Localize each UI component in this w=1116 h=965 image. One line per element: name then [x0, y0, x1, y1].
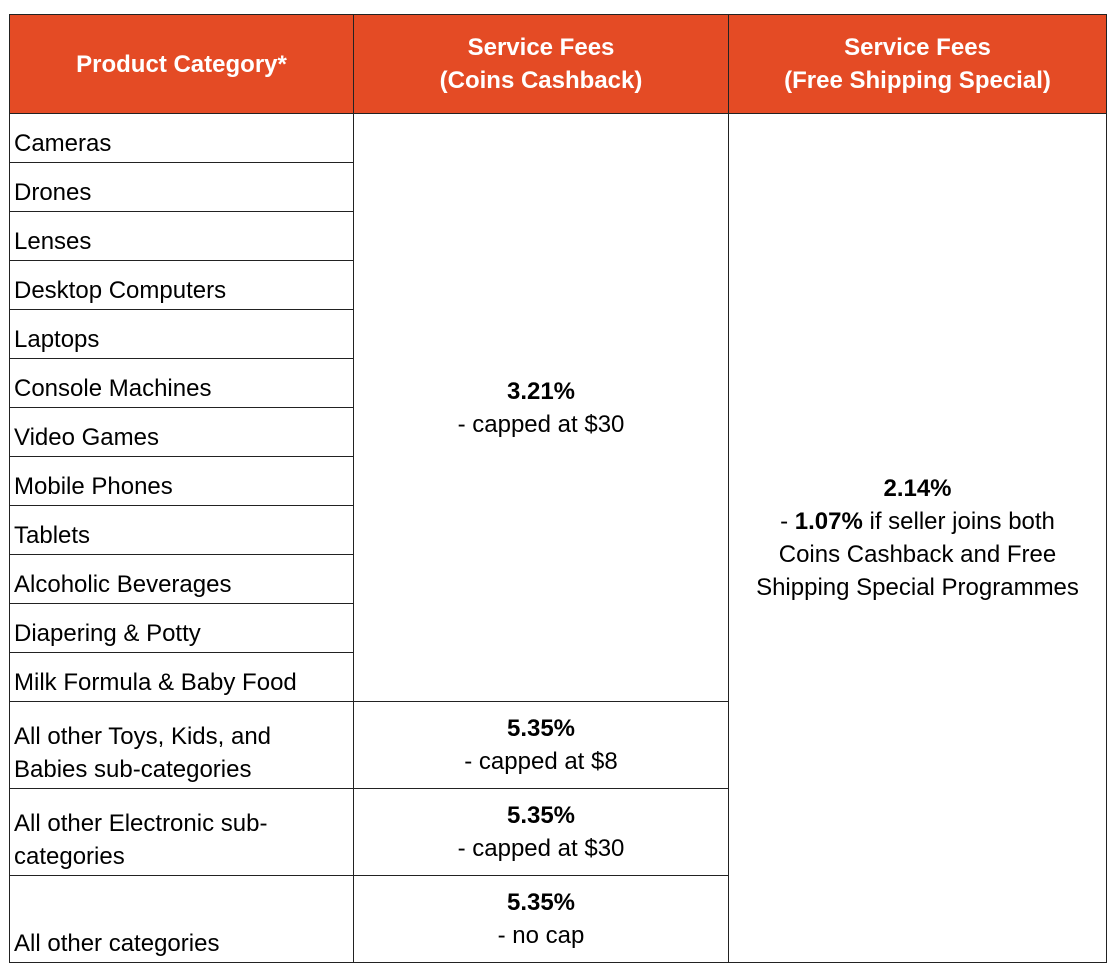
category-cell: Laptops [9, 309, 354, 359]
table-row: All other Toys, Kids, and Babies sub-cat… [9, 701, 1107, 789]
category-cell: All other Electronic sub-categories [9, 788, 354, 876]
category-cell: Tablets [9, 505, 354, 555]
category-cell: Drones [9, 162, 354, 212]
category-cell: Diapering & Potty [9, 603, 354, 653]
category-cell: Console Machines [9, 358, 354, 408]
table-row: Milk Formula & Baby Food [9, 652, 1107, 702]
coins-cashback-fee-cell: 3.21% - capped at $30 [353, 113, 729, 702]
table-row: Alcoholic Beverages [9, 554, 1107, 604]
category-cell: All other Toys, Kids, and Babies sub-cat… [9, 701, 354, 789]
category-cell: Alcoholic Beverages [9, 554, 354, 604]
header-row: Product Category* Service Fees (Coins Cas… [9, 14, 1107, 114]
header-free-shipping: Service Fees (Free Shipping Special) [728, 14, 1107, 114]
header-product-category: Product Category* [9, 14, 354, 114]
coins-cashback-fee-cell: 5.35% - no cap [353, 875, 729, 963]
category-cell: All other categories [9, 875, 354, 963]
table-row: Desktop Computers [9, 260, 1107, 310]
table-row: Lenses [9, 211, 1107, 261]
table-row: Video Games [9, 407, 1107, 457]
category-cell: Milk Formula & Baby Food [9, 652, 354, 702]
table-row: All other Electronic sub-categories 5.35… [9, 788, 1107, 876]
category-cell: Desktop Computers [9, 260, 354, 310]
free-shipping-fee-cell: 2.14% - 1.07% if seller joins both Coins … [728, 113, 1107, 963]
table-row: Drones [9, 162, 1107, 212]
header-coins-cashback: Service Fees (Coins Cashback) [353, 14, 729, 114]
service-fees-table: Product Category* Service Fees (Coins Cas… [9, 14, 1107, 963]
category-cell: Video Games [9, 407, 354, 457]
coins-cashback-fee-cell: 5.35% - capped at $8 [353, 701, 729, 789]
table-row: All other categories 5.35% - no cap [9, 875, 1107, 963]
category-cell: Lenses [9, 211, 354, 261]
category-cell: Mobile Phones [9, 456, 354, 506]
coins-cashback-fee-cell: 5.35% - capped at $30 [353, 788, 729, 876]
table-row: Cameras 3.21% - capped at $30 2.14% - 1.07… [9, 113, 1107, 963]
table-row: Diapering & Potty [9, 603, 1107, 653]
category-cell: Cameras [9, 113, 354, 163]
